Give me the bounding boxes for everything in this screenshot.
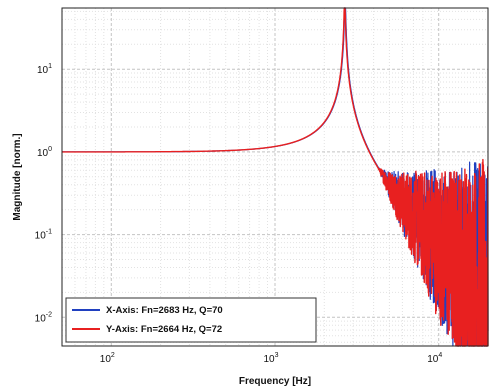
x-axis-label: Frequency [Hz]	[239, 376, 311, 387]
y-tick-label: 10-2	[35, 311, 52, 324]
legend-entry-x-axis: X-Axis: Fn=2683 Hz, Q=70	[106, 305, 223, 316]
tick-labels: 102 103 104 10-2 10-1 100 101	[35, 63, 443, 365]
y-tick-label: 10-1	[35, 229, 52, 242]
x-tick-label: 104	[427, 352, 442, 365]
plot-frame	[61, 7, 489, 347]
series-lines	[61, 7, 489, 347]
legend: X-Axis: Fn=2683 Hz, Q=70 Y-Axis: Fn=2664…	[65, 297, 317, 343]
series-line-y-axis	[61, 7, 489, 347]
legend-box	[65, 297, 317, 343]
x-tick-label: 103	[263, 352, 278, 365]
legend-entry-y-axis: Y-Axis: Fn=2664 Hz, Q=72	[106, 324, 222, 335]
x-tick-label: 102	[100, 352, 115, 365]
y-tick-label: 100	[37, 146, 52, 159]
y-tick-label: 101	[37, 63, 52, 76]
y-axis-label: Magnitude [norm.]	[12, 133, 23, 220]
